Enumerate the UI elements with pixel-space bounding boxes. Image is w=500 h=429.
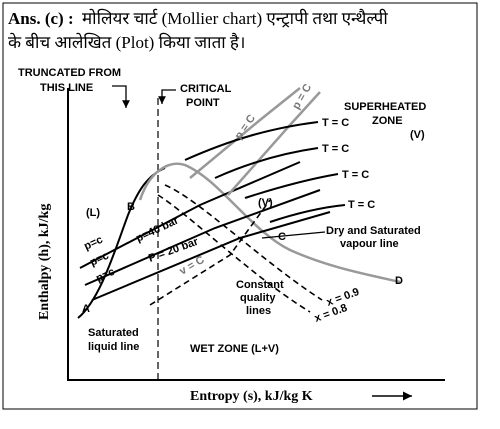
label: CRITICAL: [180, 83, 232, 95]
temperature-line: [244, 173, 339, 199]
label: Constant: [236, 279, 284, 291]
volume-line: [149, 199, 271, 306]
pressure-line: [189, 87, 301, 179]
label: T = C: [322, 143, 349, 155]
label: D: [395, 275, 403, 287]
label: liquid line: [88, 341, 139, 353]
label: p=c: [94, 266, 117, 285]
y-axis-label: Enthalpy (h), kJ/kg: [37, 204, 52, 320]
pressure-line: [84, 189, 321, 286]
label: (V): [258, 197, 273, 209]
label: p=c: [82, 234, 105, 253]
pressure-line: [91, 211, 331, 301]
label: (L): [86, 207, 100, 219]
frame: [2, 2, 478, 410]
label: (V): [410, 129, 425, 141]
label: C: [278, 231, 286, 243]
arrow: [158, 89, 176, 104]
label: ZONE: [372, 115, 403, 127]
label: TRUNCATED FROM: [18, 67, 121, 79]
leader: [261, 231, 326, 239]
x-axis-label: Entropy (s), kJ/kg K: [190, 389, 313, 404]
label: A: [82, 303, 90, 315]
label: Dry and Saturated: [326, 225, 421, 237]
temperature-line: [214, 147, 319, 179]
axes: [67, 88, 445, 381]
label: T = C: [342, 169, 369, 181]
label: vapour line: [340, 238, 399, 250]
label: p=40 bar: [134, 214, 181, 244]
quality-line: [164, 184, 323, 301]
answer-line: मोलियर चार्ट (Mollier chart) एन्ट्रापी त…: [82, 8, 388, 28]
pressure-line: [79, 161, 301, 269]
label: quality: [240, 292, 276, 304]
temperature-line: [184, 121, 319, 161]
temperature-line: [269, 204, 346, 223]
label: lines: [246, 305, 271, 317]
quality-line: [157, 194, 311, 313]
answer-line: के बीच आलेखित (Plot) किया जाता है।: [8, 32, 245, 52]
pressure-line: [227, 91, 321, 196]
vapour-line: [138, 162, 401, 284]
label: Saturated: [88, 327, 139, 339]
answer-label: Ans. (c) :: [8, 9, 74, 28]
label: POINT: [186, 97, 220, 109]
arrow: [112, 85, 130, 108]
label: p = C: [290, 82, 314, 112]
label: WET ZONE (L+V): [190, 343, 279, 355]
label: B: [127, 201, 135, 213]
label: THIS LINE: [40, 82, 93, 94]
label: SUPERHEATED: [344, 101, 426, 113]
label: T = C: [348, 199, 375, 211]
label: p = C: [233, 113, 258, 142]
label: T = C: [322, 117, 349, 129]
